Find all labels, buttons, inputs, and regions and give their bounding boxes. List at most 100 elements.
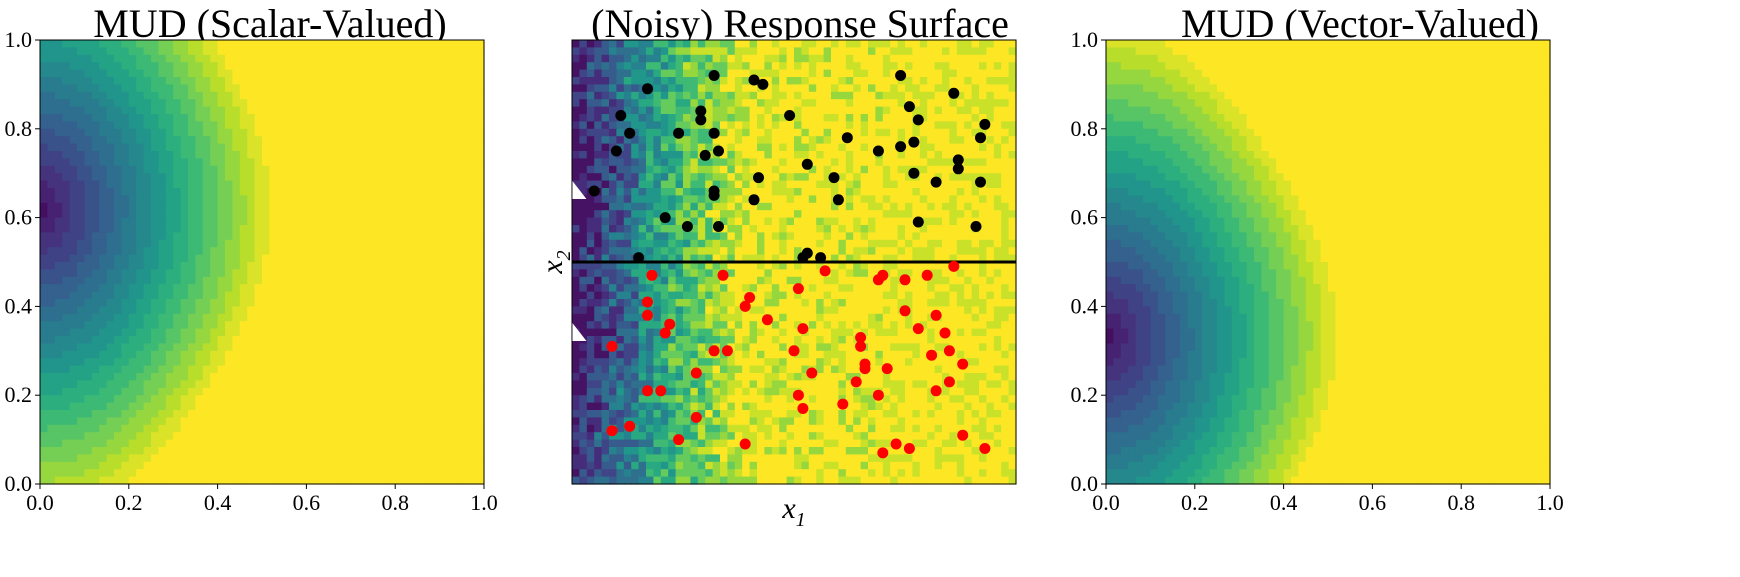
lower-point bbox=[957, 429, 969, 441]
upper-point bbox=[841, 132, 853, 144]
upper-point bbox=[801, 158, 813, 170]
upper-point bbox=[815, 252, 827, 264]
lower-point bbox=[881, 363, 893, 375]
upper-point bbox=[699, 149, 711, 161]
vector-mud-ytick-label: 0.6 bbox=[1071, 205, 1099, 230]
lower-point bbox=[806, 367, 818, 379]
vector-mud-xtick-label: 0.2 bbox=[1181, 490, 1209, 515]
scalar-mud-ytick-label: 0.0 bbox=[5, 471, 33, 496]
lower-point bbox=[899, 305, 911, 317]
vector-mud-ytick-label: 0.0 bbox=[1071, 471, 1099, 496]
lower-point bbox=[921, 269, 933, 281]
upper-point bbox=[713, 221, 724, 232]
upper-point bbox=[708, 127, 720, 139]
response-surface-chart: x1 x2 bbox=[540, 39, 1017, 531]
lower-point bbox=[948, 260, 960, 272]
vector-mud-xtick-label: 1.0 bbox=[1536, 490, 1564, 515]
upper-point bbox=[797, 252, 809, 264]
upper-point bbox=[615, 110, 627, 121]
lower-point bbox=[646, 269, 658, 281]
upper-point bbox=[588, 185, 600, 197]
upper-point bbox=[912, 114, 924, 126]
upper-point bbox=[908, 136, 920, 148]
vector-mud-ytick-label: 0.2 bbox=[1071, 382, 1099, 407]
upper-point bbox=[979, 118, 991, 130]
upper-point bbox=[908, 167, 920, 179]
upper-point bbox=[895, 141, 907, 153]
vector-mud-panel: MUD (Vector-Valued) 0.0 0.2 0.4 0.6 0.8 1.0 0.… bbox=[1060, 0, 1740, 577]
lower-point bbox=[855, 340, 867, 352]
upper-point bbox=[748, 194, 760, 206]
scalar-mud-xtick-label: 0.4 bbox=[204, 490, 232, 515]
edge-marker bbox=[572, 323, 587, 342]
lower-point bbox=[930, 385, 942, 397]
y-axis-label: x2 bbox=[540, 250, 575, 274]
vector-mud-title: MUD (Vector-Valued) bbox=[1181, 1, 1539, 46]
upper-point bbox=[673, 127, 685, 139]
lower-point bbox=[673, 434, 685, 446]
lower-point bbox=[957, 358, 969, 370]
vector-mud-ytick-label: 1.0 bbox=[1071, 27, 1099, 52]
vector-mud-xtick-label: 0.0 bbox=[1092, 490, 1120, 515]
scalar-mud-xtick-label: 1.0 bbox=[470, 490, 498, 515]
lower-point bbox=[690, 367, 702, 379]
lower-point bbox=[903, 443, 915, 454]
upper-point bbox=[624, 127, 636, 139]
upper-point bbox=[659, 212, 671, 224]
upper-point bbox=[708, 189, 720, 201]
upper-point bbox=[970, 221, 982, 232]
upper-point bbox=[828, 172, 840, 184]
y-axis-label-sub: 2 bbox=[553, 250, 575, 260]
lower-point bbox=[721, 345, 733, 357]
upper-point bbox=[895, 70, 907, 81]
lower-point bbox=[642, 296, 653, 308]
scalar-mud-ytick-label: 0.8 bbox=[5, 116, 33, 141]
upper-point bbox=[903, 101, 915, 113]
lower-point bbox=[899, 274, 911, 286]
upper-point bbox=[975, 132, 986, 144]
lower-point bbox=[717, 269, 729, 281]
upper-point bbox=[642, 83, 653, 95]
scalar-mud-title: MUD (Scalar-Valued) bbox=[93, 1, 447, 46]
upper-point bbox=[748, 74, 760, 86]
lower-point bbox=[912, 323, 924, 335]
lower-point bbox=[939, 327, 951, 339]
lower-point bbox=[761, 314, 773, 326]
response-surface-title: (Noisy) Response Surface bbox=[591, 1, 1009, 46]
scalar-mud-panel: MUD (Scalar-Valued) 0.0 0.2 0.4 0.6 0.8 1.0 0.… bbox=[0, 0, 540, 577]
upper-point bbox=[872, 145, 884, 157]
vector-mud-xtick-label: 0.6 bbox=[1359, 490, 1387, 515]
upper-point bbox=[948, 87, 960, 99]
lower-point bbox=[642, 385, 653, 397]
upper-point bbox=[713, 145, 724, 157]
upper-point bbox=[757, 78, 769, 90]
vector-mud-ytick-label: 0.8 bbox=[1071, 116, 1099, 141]
lower-point bbox=[655, 385, 667, 397]
upper-point bbox=[930, 176, 942, 188]
upper-point bbox=[912, 216, 924, 228]
lower-point bbox=[859, 363, 871, 375]
x-axis-label-sub: 1 bbox=[796, 509, 806, 531]
scalar-mud-ytick-label: 0.4 bbox=[5, 293, 33, 318]
scalar-mud-ytick-label: 0.6 bbox=[5, 205, 33, 230]
lower-point bbox=[877, 447, 889, 459]
lower-point bbox=[624, 420, 636, 432]
lower-point bbox=[659, 327, 671, 339]
lower-point bbox=[708, 345, 720, 357]
upper-point bbox=[708, 70, 720, 81]
scalar-mud-chart: 0.0 0.2 0.4 0.6 0.8 1.0 0.0 0.2 0.4 0.6 0.8 1.0 bbox=[5, 27, 498, 515]
vector-mud-xtick-label: 0.8 bbox=[1447, 490, 1475, 515]
upper-point bbox=[633, 252, 645, 264]
vector-mud-ytick-label: 0.4 bbox=[1071, 293, 1099, 318]
lower-point bbox=[926, 349, 938, 361]
lower-point bbox=[739, 300, 751, 312]
upper-point bbox=[695, 114, 707, 126]
lower-point bbox=[664, 318, 676, 330]
scalar-mud-xtick-label: 0.6 bbox=[293, 490, 321, 515]
lower-point bbox=[943, 376, 955, 388]
vector-mud-frame bbox=[1105, 39, 1551, 485]
lower-point bbox=[819, 265, 831, 277]
upper-point bbox=[610, 145, 622, 157]
scalar-mud-frame bbox=[39, 39, 485, 485]
lower-point bbox=[642, 309, 653, 321]
